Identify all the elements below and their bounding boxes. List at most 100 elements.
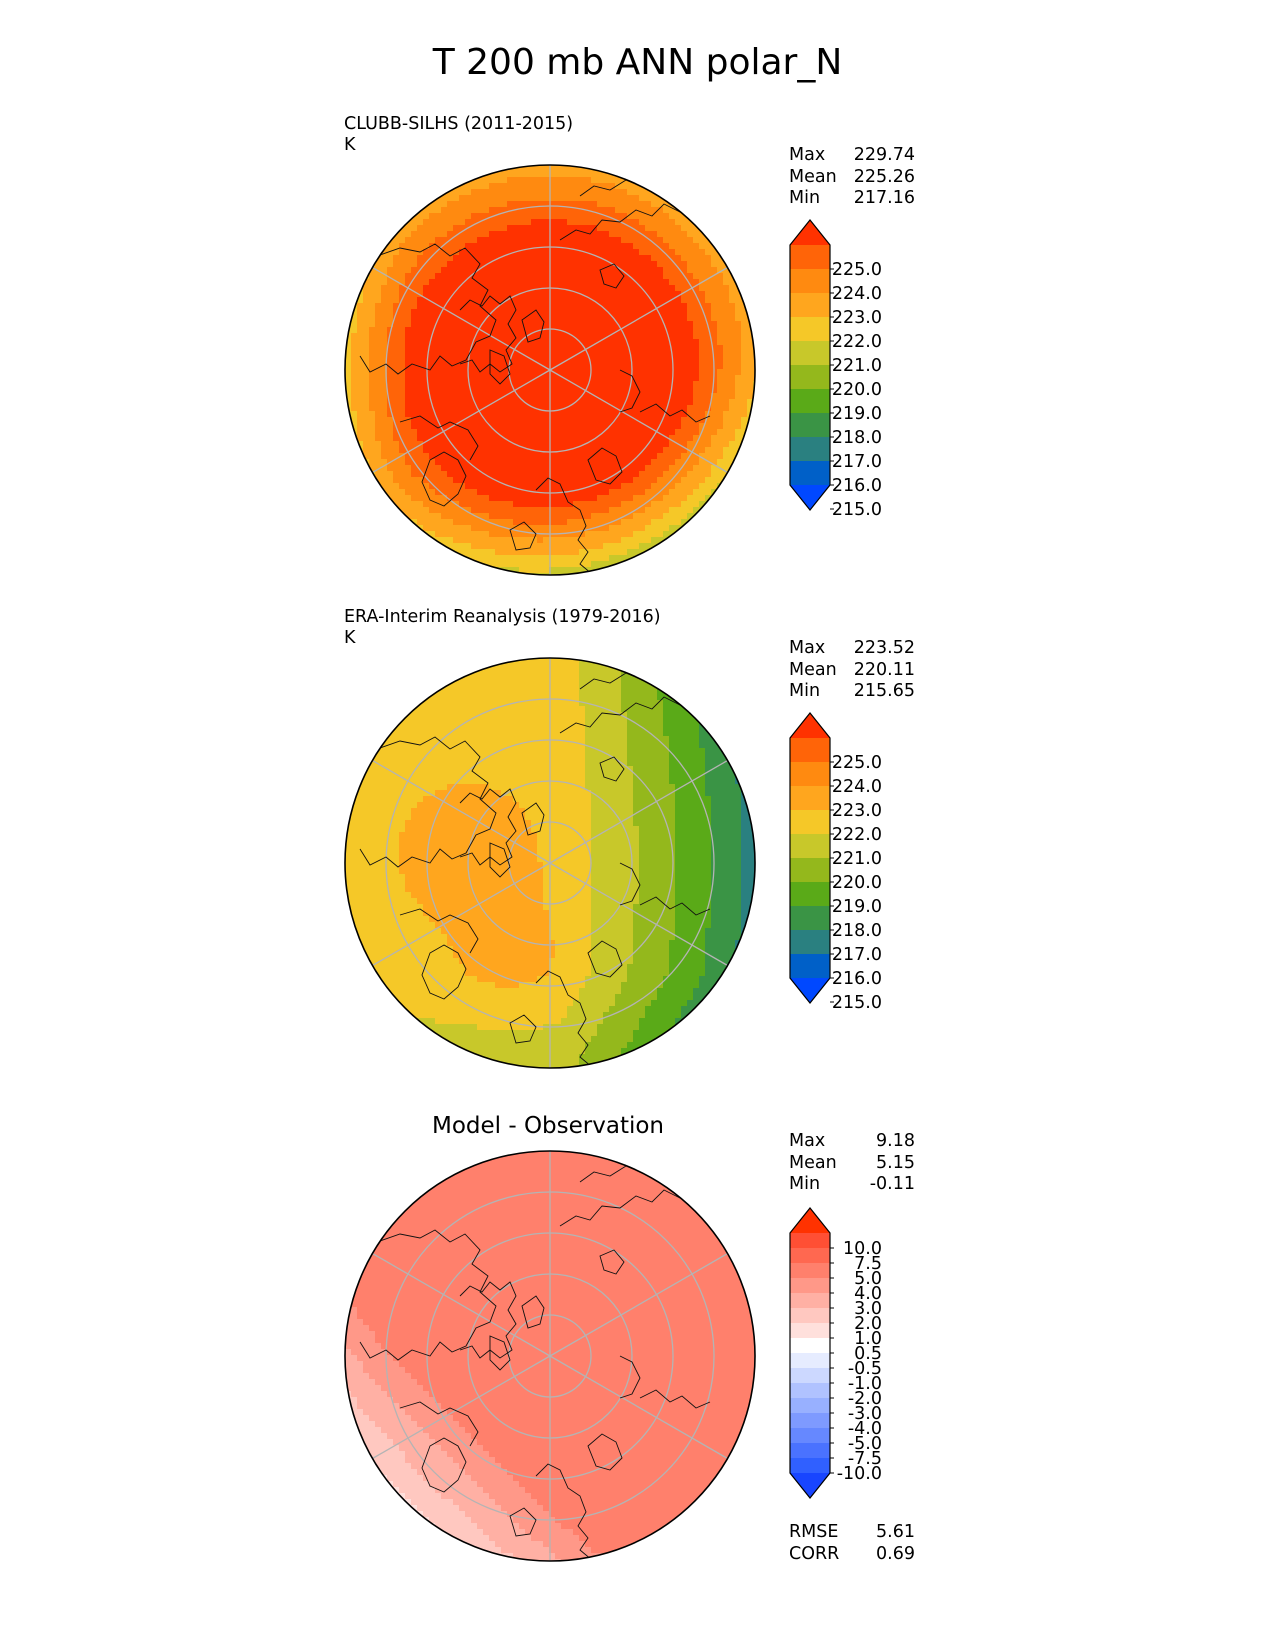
contour-cell <box>501 688 508 695</box>
contour-cell <box>633 339 640 346</box>
contour-cell <box>687 495 694 502</box>
contour-cell <box>501 309 508 316</box>
contour-cell <box>579 537 586 544</box>
contour-cell <box>519 231 526 238</box>
contour-cell <box>639 375 646 382</box>
contour-cell <box>525 670 532 677</box>
contour-cell <box>495 201 502 208</box>
contour-cell <box>501 321 508 328</box>
contour-cell <box>525 772 532 779</box>
contour-cell <box>555 369 562 376</box>
contour-cell <box>465 183 472 190</box>
contour-cell <box>639 772 646 779</box>
contour-cell <box>603 195 610 202</box>
contour-cell <box>549 381 556 388</box>
contour-cell <box>603 664 610 671</box>
contour-cell <box>465 285 472 292</box>
contour-cell <box>471 291 478 298</box>
contour-cell <box>459 195 466 202</box>
contour-cell <box>627 507 634 514</box>
contour-cell <box>549 549 556 556</box>
contour-cell <box>699 309 706 316</box>
contour-cell <box>717 423 724 430</box>
contour-cell <box>543 676 550 683</box>
contour-cell <box>549 303 556 310</box>
contour-cell <box>471 453 478 460</box>
contour-cell <box>591 171 598 178</box>
contour-cell <box>483 748 490 755</box>
contour-cell <box>651 201 658 208</box>
contour-cell <box>525 477 532 484</box>
contour-cell <box>363 297 370 304</box>
contour-cell <box>453 688 460 695</box>
contour-cell <box>711 309 718 316</box>
contour-cell <box>555 706 562 713</box>
contour-cell <box>471 718 478 725</box>
contour-cell <box>591 760 598 767</box>
contour-cell <box>519 363 526 370</box>
contour-cell <box>567 471 574 478</box>
contour-cell <box>543 237 550 244</box>
contour-cell <box>723 405 730 412</box>
contour-cell <box>489 231 496 238</box>
contour-cell <box>471 369 478 376</box>
contour-cell <box>459 700 466 707</box>
contour-cell <box>387 291 394 298</box>
contour-cell <box>447 694 454 701</box>
contour-cell <box>477 183 484 190</box>
panel-2-polar-map <box>344 657 756 1069</box>
contour-cell <box>375 784 382 791</box>
contour-cell <box>693 453 700 460</box>
contour-cell <box>693 261 700 268</box>
contour-cell <box>489 760 496 767</box>
contour-cell <box>513 309 520 316</box>
contour-cell <box>411 261 418 268</box>
contour-cell <box>447 315 454 322</box>
contour-cell <box>549 393 556 400</box>
contour-cell <box>369 459 376 466</box>
contour-cell <box>555 195 562 202</box>
contour-cell <box>501 459 508 466</box>
contour-cell <box>597 369 604 376</box>
contour-cell <box>525 351 532 358</box>
contour-cell <box>531 664 538 671</box>
contour-cell <box>561 778 568 785</box>
contour-cell <box>489 447 496 454</box>
contour-cell <box>507 309 514 316</box>
contour-cell <box>639 213 646 220</box>
contour-cell <box>615 682 622 689</box>
contour-cell <box>411 243 418 250</box>
contour-cell <box>531 724 538 731</box>
contour-cell <box>651 760 658 767</box>
contour-cell <box>489 273 496 280</box>
contour-cell <box>609 525 616 532</box>
contour-cell <box>549 700 556 707</box>
contour-cell <box>711 321 718 328</box>
contour-cell <box>357 327 364 334</box>
contour-cell <box>543 489 550 496</box>
contour-cell <box>525 682 532 689</box>
contour-cell <box>675 411 682 418</box>
contour-cell <box>657 429 664 436</box>
contour-cell <box>639 477 646 484</box>
contour-cell <box>669 297 676 304</box>
contour-cell <box>621 477 628 484</box>
contour-cell <box>441 694 448 701</box>
contour-cell <box>591 495 598 502</box>
contour-cell <box>351 411 358 418</box>
contour-cell <box>633 327 640 334</box>
contour-cell <box>453 273 460 280</box>
contour-cell <box>369 303 376 310</box>
contour-cell <box>441 327 448 334</box>
contour-cell <box>525 766 532 773</box>
contour-cell <box>495 411 502 418</box>
coastline <box>489 349 511 385</box>
contour-cell <box>501 519 508 526</box>
contour-cell <box>495 393 502 400</box>
contour-cell <box>387 255 394 262</box>
contour-cell <box>585 573 592 575</box>
contour-cell <box>513 507 520 514</box>
contour-cell <box>513 567 520 574</box>
contour-cell <box>555 393 562 400</box>
contour-cell <box>639 531 646 538</box>
